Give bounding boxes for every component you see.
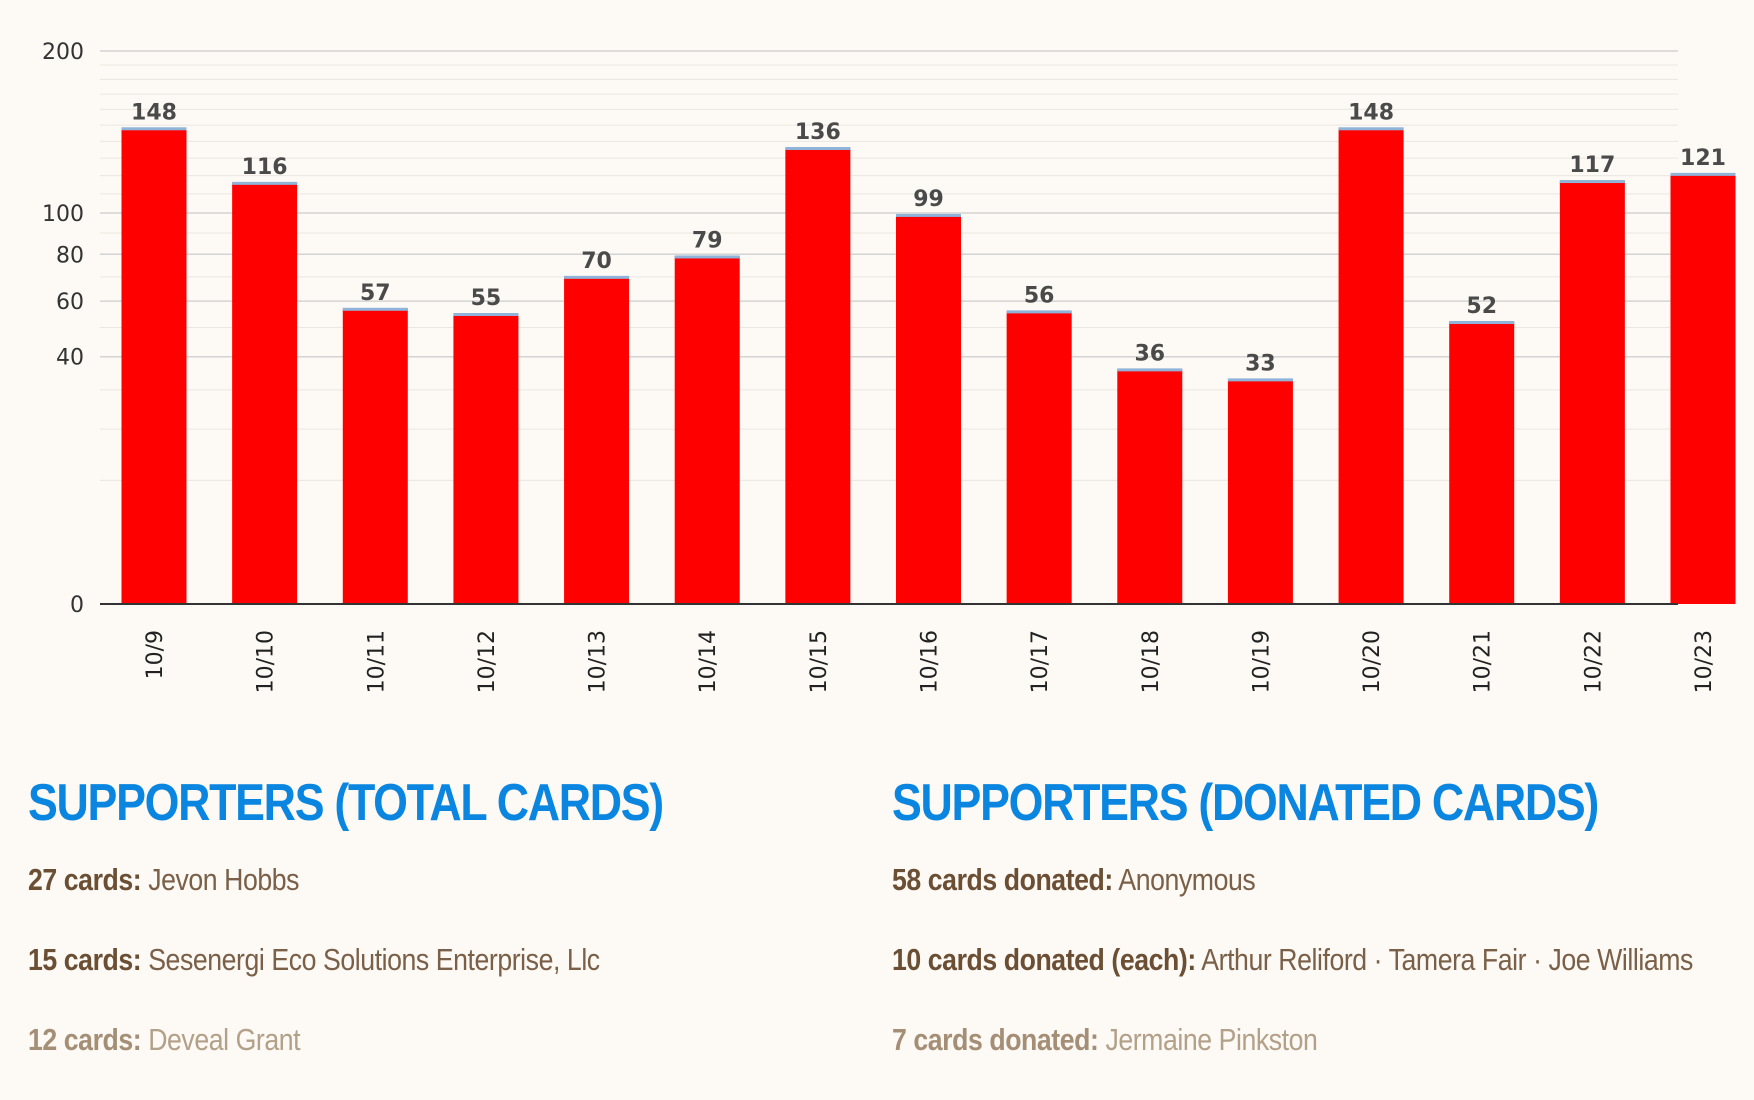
bar-top-edge	[1670, 172, 1736, 176]
supporter-count: 10 cards donated (each):	[892, 942, 1196, 977]
bar-top-edge	[232, 181, 298, 185]
bar	[564, 276, 630, 604]
bar	[1006, 311, 1072, 604]
bar-value-label: 121	[1680, 146, 1726, 171]
y-axis-ticks: 0 40 60 80 100 200	[42, 40, 84, 618]
bar-value-label: 56	[1024, 283, 1055, 308]
y-tick-label: 100	[42, 202, 84, 227]
bar	[453, 314, 519, 604]
bar-top-edge	[1559, 180, 1625, 184]
supporter-count: 15 cards:	[28, 942, 142, 977]
x-tick-label: 10/23	[1692, 630, 1717, 693]
x-tick-label: 10/17	[1028, 630, 1053, 693]
bar-top-edge	[1449, 321, 1515, 325]
x-tick-label: 10/15	[807, 630, 832, 693]
supporter-count: 27 cards:	[28, 862, 142, 897]
bar-value-labels: 148 116 57 55 70 79 136 99 56 36 33 148 52 117 121	[131, 100, 1726, 376]
bar-value-label: 36	[1134, 341, 1165, 366]
bar-top-edge	[896, 213, 961, 217]
bar	[896, 214, 961, 605]
bar-top-edge	[453, 313, 519, 317]
x-tick-label: 10/10	[254, 630, 279, 693]
y-tick-label: 60	[56, 290, 84, 315]
bar	[1117, 369, 1183, 604]
bar	[232, 182, 298, 604]
y-tick-label: 200	[42, 40, 84, 65]
supporter-entry: 15 cards: Sesenergi Eco Solutions Enterp…	[28, 940, 768, 1020]
bar-top-edge	[1227, 378, 1293, 382]
x-tick-label: 10/16	[918, 630, 943, 693]
supporter-count: 12 cards:	[28, 1022, 142, 1057]
bars	[121, 127, 1736, 605]
x-tick-label: 10/14	[696, 630, 721, 693]
supporter-names: Arthur Reliford · Tamera Fair · Joe Will…	[1201, 942, 1693, 977]
bar-top-edge	[121, 127, 187, 131]
bar-value-label: 148	[1348, 100, 1394, 125]
supporter-count: 58 cards donated:	[892, 862, 1113, 897]
bar-value-label: 70	[581, 249, 612, 274]
supporter-entry: 27 cards: Jevon Hobbs	[28, 860, 768, 940]
bar	[1227, 379, 1293, 604]
x-axis-tick-labels: 10/9 10/10 10/11 10/12 10/13 10/14 10/15 10/16 1…	[143, 630, 1717, 693]
y-tick-label: 80	[56, 243, 84, 268]
x-tick-label: 10/19	[1249, 630, 1274, 693]
bar-value-label: 52	[1466, 294, 1497, 319]
y-tick-label: 0	[70, 593, 84, 618]
x-tick-label: 10/21	[1471, 630, 1496, 693]
supporter-entry: 7 cards donated: Jermaine Pinkston	[892, 1020, 1632, 1100]
x-tick-label: 10/12	[475, 630, 500, 693]
bar-top-edge	[1338, 127, 1404, 131]
bar-top-edge	[785, 146, 851, 150]
bar-value-label: 148	[131, 100, 177, 125]
supporter-entry: 58 cards donated: Anonymous	[892, 860, 1632, 940]
x-tick-label: 10/11	[364, 630, 389, 693]
supporter-names: Jermaine Pinkston	[1105, 1022, 1318, 1057]
chart-gridlines	[100, 50, 1678, 481]
supporters-total-section: SUPPORTERS (TOTAL CARDS) 27 cards: Jevon…	[28, 770, 888, 1100]
bar	[121, 128, 187, 604]
supporters-donated-heading: SUPPORTERS (DONATED CARDS)	[892, 774, 1599, 832]
supporter-names: Deveal Grant	[148, 1022, 301, 1057]
bar-value-label: 57	[360, 281, 391, 306]
bar-value-label: 79	[692, 228, 723, 253]
x-tick-label: 10/22	[1581, 630, 1606, 693]
supporter-names: Jevon Hobbs	[148, 862, 300, 897]
bar	[1449, 322, 1515, 604]
x-tick-label: 10/9	[143, 630, 168, 679]
supporter-names: Anonymous	[1118, 862, 1256, 897]
bar-top-edge	[1117, 368, 1183, 372]
y-tick-label: 40	[56, 346, 84, 371]
x-tick-label: 10/18	[1139, 630, 1164, 693]
supporters-donated-section: SUPPORTERS (DONATED CARDS) 58 cards dona…	[892, 770, 1752, 1100]
bar-top-edge	[674, 255, 740, 259]
supporter-count: 7 cards donated:	[892, 1022, 1099, 1057]
supporter-entry: 12 cards: Deveal Grant	[28, 1020, 768, 1100]
bar-top-edge	[342, 307, 408, 311]
bar	[1559, 181, 1625, 605]
supporter-names: Sesenergi Eco Solutions Enterprise, Llc	[148, 942, 600, 977]
bar-value-label: 116	[242, 155, 288, 180]
bar	[342, 308, 408, 604]
supporter-entry: 10 cards donated (each): Arthur Reliford…	[892, 940, 1693, 1020]
x-tick-label: 10/13	[586, 630, 611, 693]
bar-value-label: 136	[795, 120, 841, 145]
supporters-total-heading: SUPPORTERS (TOTAL CARDS)	[28, 774, 664, 832]
bar	[785, 147, 851, 605]
bar	[674, 256, 740, 604]
bar-value-label: 117	[1569, 153, 1615, 178]
bar-value-label: 99	[913, 187, 944, 212]
bar-top-edge	[1006, 310, 1072, 314]
bar-value-label: 55	[471, 286, 502, 311]
bar	[1338, 128, 1404, 604]
bar-top-edge	[564, 275, 630, 279]
x-tick-label: 10/20	[1360, 630, 1385, 693]
bar	[1670, 173, 1736, 604]
bar-value-label: 33	[1245, 351, 1276, 376]
